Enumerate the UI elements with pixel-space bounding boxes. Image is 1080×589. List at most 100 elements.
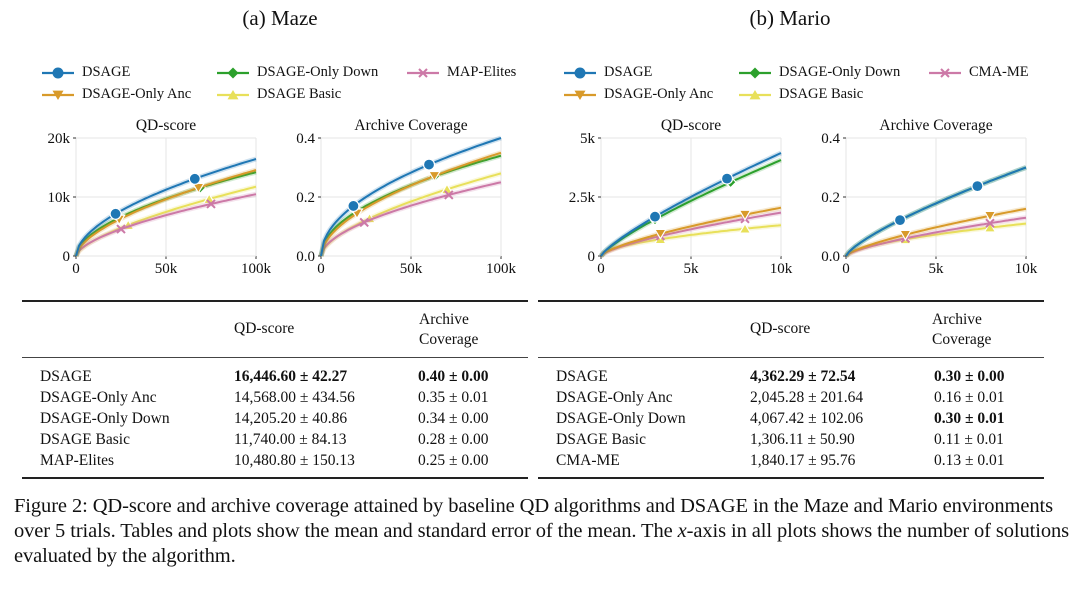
cell-qd-score: 2,045.28 ± 201.64 (750, 389, 864, 406)
series-line-dsage-only-anc (320, 151, 502, 257)
series-line-dsage-only-anc (600, 206, 782, 257)
cell-archive-coverage: 0.13 ± 0.01 (934, 452, 1005, 469)
legend-item-dsage-only-down: DSAGE-Only Down (215, 64, 378, 81)
cell-qd-score: 14,205.20 ± 40.86 (234, 410, 348, 427)
cell-qd-score: 1,306.11 ± 50.90 (750, 431, 855, 448)
x-tick-label: 50k (155, 261, 178, 277)
table-bottom-rule (538, 477, 1044, 479)
data-point-dsage-only-anc (898, 229, 912, 241)
cell-method: MAP-Elites (40, 452, 115, 469)
cell-archive-coverage: 0.28 ± 0.00 (418, 431, 489, 448)
y-tick-label: 0 (63, 249, 71, 265)
cell-method: DSAGE-Only Down (556, 410, 686, 427)
cell-archive-coverage: 0.30 ± 0.01 (934, 410, 1005, 427)
legend-marker (574, 90, 586, 100)
legend-label: DSAGE Basic (779, 86, 864, 102)
cell-qd-score: 11,740.00 ± 84.13 (234, 431, 347, 448)
series-line-dsage (75, 158, 257, 257)
legend-marker (418, 67, 428, 78)
y-tick-label: 0.0 (821, 249, 840, 265)
legend-label: DSAGE-Only Down (257, 64, 379, 80)
table-mid-rule (538, 357, 1044, 358)
circle-marker-icon (42, 67, 74, 78)
x-tick-label: 100k (486, 261, 517, 277)
series-line-map-elites (75, 193, 257, 257)
x-tick-label: 5k (929, 261, 945, 277)
panel-title-mario: (b) Mario (749, 6, 831, 30)
data-point-dsage (971, 180, 984, 193)
caption-xvar: x (677, 520, 687, 542)
x-tick-label: 10k (1015, 261, 1038, 277)
cell-qd-score: 16,446.60 ± 42.27 (234, 368, 348, 385)
series-line-cma-me (600, 211, 782, 257)
y-tick-label: 0.0 (296, 249, 315, 265)
cell-method: DSAGE-Only Anc (556, 389, 673, 406)
legend-label: DSAGE (604, 64, 653, 80)
cell-archive-coverage: 0.35 ± 0.01 (418, 389, 489, 406)
cell-method: DSAGE Basic (40, 431, 130, 448)
legend-marker (52, 90, 64, 100)
y-tick-label: 2.5k (569, 190, 596, 206)
y-tick-label: 0.2 (296, 190, 315, 206)
data-point-map-elites (444, 190, 454, 200)
diamond-marker-icon (217, 67, 249, 78)
legend-item-dsage-basic: DSAGE Basic (737, 86, 863, 103)
triangle-up-marker-icon (217, 89, 249, 99)
legend-marker (227, 67, 239, 78)
data-point-map-elites (206, 199, 216, 209)
data-point-map-elites (359, 217, 369, 228)
panel-title-maze: (a) Maze (242, 6, 318, 30)
data-point-dsage (109, 207, 122, 220)
table-bottom-rule (22, 477, 528, 479)
cell-method: CMA-ME (556, 452, 620, 469)
plot-mario-qd: QD-score 0 5k 10k 0 2.5k 5k (569, 117, 793, 277)
cell-qd-score: 1,840.17 ± 95.76 (750, 452, 856, 469)
data-point-dsage (720, 172, 734, 185)
header-coverage-line1: Archive (419, 311, 469, 328)
x-tick-label: 0 (842, 261, 850, 277)
x-marker-icon (929, 67, 961, 78)
legend-item-map-elites: MAP-Elites (405, 64, 516, 81)
plot-mario-coverage: Archive Coverage 0 5k 10k 0.0 0.2 0.4 (821, 117, 1038, 277)
circle-marker-icon (564, 67, 596, 78)
x-tick-label: 100k (241, 261, 272, 277)
y-tick-label: 20k (48, 131, 71, 147)
header-coverage-line1: Archive (932, 311, 982, 328)
legend-label: CMA-ME (969, 64, 1029, 80)
data-point-dsage-only-anc (738, 209, 752, 221)
table-top-rule (538, 300, 1044, 302)
table-mid-rule (22, 357, 528, 358)
series-line-map-elites (320, 181, 502, 257)
legend-marker (749, 89, 761, 99)
cell-method: DSAGE Basic (556, 431, 646, 448)
legend-item-dsage: DSAGE (562, 64, 652, 81)
data-point-dsage (347, 199, 360, 213)
data-point-dsage (893, 214, 907, 227)
data-point-map-elites (116, 224, 126, 234)
y-tick-label: 0.4 (821, 131, 840, 147)
legend-item-dsage-only-down: DSAGE-Only Down (737, 64, 900, 81)
plot-title: QD-score (136, 117, 196, 134)
legend-label: DSAGE-Only Anc (604, 86, 714, 102)
plot-maze-coverage: Archive Coverage 0 50k 100k 0.0 0.2 0.4 (296, 117, 517, 277)
plot-title: QD-score (661, 117, 721, 134)
legend-marker (227, 89, 239, 99)
diamond-marker-icon (739, 67, 771, 78)
legend-label: DSAGE-Only Anc (82, 86, 192, 102)
triangle-up-marker-icon (739, 89, 771, 99)
cell-archive-coverage: 0.16 ± 0.01 (934, 389, 1005, 406)
cell-archive-coverage: 0.40 ± 0.00 (418, 368, 489, 385)
cell-method: DSAGE-Only Down (40, 410, 170, 427)
legend-label: MAP-Elites (447, 64, 517, 80)
triangle-down-marker-icon (42, 90, 74, 100)
data-point-dsage (188, 172, 201, 185)
legend-label: DSAGE Basic (257, 86, 342, 102)
series-line-cma-me (845, 216, 1027, 257)
y-tick-label: 0.2 (821, 190, 840, 206)
cell-archive-coverage: 0.30 ± 0.00 (934, 368, 1005, 385)
data-point-dsage (422, 158, 436, 171)
y-tick-label: 10k (48, 190, 71, 206)
data-point-dsage-basic (738, 222, 752, 234)
cell-method: DSAGE (40, 368, 92, 385)
plot-maze-qd: QD-score 0 50k 100k 0 10k 20k (48, 117, 272, 277)
